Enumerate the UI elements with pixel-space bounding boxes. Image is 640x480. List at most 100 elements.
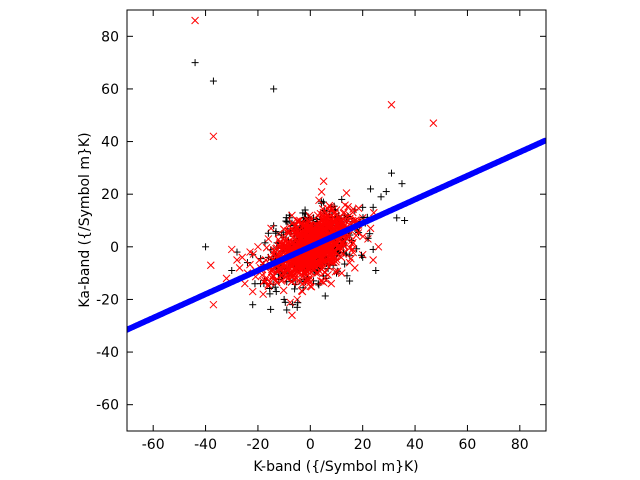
core-point: [264, 229, 272, 237]
x-point: [358, 250, 367, 259]
plus-point: [280, 295, 288, 303]
y-tick-label: 40: [101, 135, 119, 151]
core-point: [353, 245, 361, 253]
x-point: [254, 242, 262, 251]
plus-point: [393, 214, 401, 222]
core-point: [262, 243, 271, 252]
x-tick-label: 0: [306, 437, 315, 453]
core-point: [283, 274, 292, 283]
core-point: [348, 208, 357, 217]
core-point: [313, 221, 322, 230]
core-point: [342, 189, 351, 197]
core-point: [272, 228, 280, 236]
y-tick-label: 80: [101, 29, 119, 45]
core-point: [293, 217, 301, 225]
plus-point: [283, 306, 291, 314]
x-tick-label: 60: [459, 437, 477, 453]
x-tick-label: -60: [142, 437, 165, 453]
x-point: [248, 287, 257, 296]
core-point: [327, 246, 336, 254]
core-point: [304, 236, 312, 245]
y-tick-label: 20: [101, 187, 119, 203]
plot-frame: [126, 9, 547, 432]
plus-point: [249, 301, 257, 309]
core-point: [312, 225, 320, 234]
y-tick-label: -60: [96, 398, 119, 414]
core-point: [328, 214, 337, 223]
plus-point: [291, 285, 299, 293]
core-point: [281, 298, 289, 306]
x-point: [327, 279, 336, 288]
x-axis-label: K-band ({/Symbol m}K): [253, 459, 418, 475]
core-point: [319, 177, 328, 186]
core-point: [297, 219, 306, 228]
x-point: [387, 100, 396, 109]
core-point: [268, 274, 276, 282]
core-point: [331, 267, 340, 276]
core-point: [302, 275, 310, 284]
plus-point: [228, 266, 236, 274]
core-point: [246, 260, 254, 269]
fit-line-group: [127, 137, 546, 333]
core-point: [354, 204, 363, 213]
core-point: [284, 229, 293, 238]
plus-point: [270, 85, 278, 93]
core-point: [293, 232, 302, 241]
x-tick-label: -20: [247, 437, 270, 453]
y-tick-label: 0: [110, 240, 119, 256]
core-point: [283, 218, 291, 226]
core-point: [301, 253, 310, 262]
core-point: [335, 213, 343, 222]
core-point: [322, 214, 330, 222]
core-point: [261, 239, 269, 247]
x-point: [350, 264, 359, 272]
core-point: [344, 202, 352, 211]
core-point: [364, 234, 372, 242]
core-point: [339, 249, 347, 258]
plus-point: [377, 193, 385, 201]
core-point: [292, 258, 301, 267]
x-tick-label: 20: [354, 437, 372, 453]
x-point: [227, 245, 236, 254]
plus-point: [367, 185, 375, 193]
x-point: [369, 256, 378, 264]
core-point: [325, 263, 333, 271]
plus-point: [202, 243, 210, 251]
x-tick-label: 80: [511, 437, 529, 453]
fit-line-point: [541, 137, 546, 144]
core-point: [348, 245, 357, 253]
x-point: [238, 253, 247, 262]
y-axis-label: Ka-band ({/Symbol m}K): [77, 132, 93, 307]
core-point: [328, 252, 337, 261]
plus-point: [369, 203, 377, 211]
x-tick-label: 40: [406, 437, 424, 453]
plus-point: [359, 203, 367, 211]
plus-point: [401, 217, 409, 224]
plus-point: [382, 188, 390, 196]
core-point: [295, 228, 304, 237]
core-point: [274, 235, 283, 244]
y-tick-label: -40: [96, 345, 119, 361]
plus-point: [272, 288, 280, 296]
core-point: [332, 257, 340, 266]
core-point: [288, 218, 297, 227]
plus-point: [191, 59, 199, 67]
core-point: [321, 268, 329, 277]
plus-point: [346, 277, 354, 285]
core-point: [264, 280, 273, 289]
core-point: [267, 305, 275, 313]
x-point: [259, 290, 268, 299]
core-point: [345, 244, 354, 252]
core-point: [307, 282, 316, 291]
core-point: [268, 267, 276, 276]
core-point: [262, 273, 271, 282]
core-point: [358, 251, 365, 259]
x-point: [233, 256, 241, 264]
plus-point: [387, 169, 395, 177]
axis-ticks: [127, 10, 546, 431]
core-point: [297, 262, 306, 270]
x-point: [366, 224, 375, 233]
core-point: [294, 299, 302, 307]
x-point: [293, 295, 302, 304]
